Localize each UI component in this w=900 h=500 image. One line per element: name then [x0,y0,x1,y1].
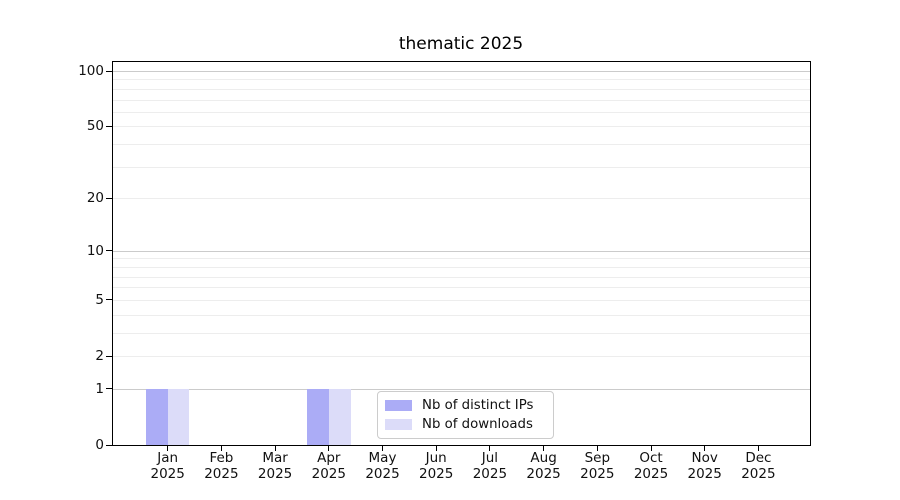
y-tick [106,444,112,446]
x-tick-label-apr: Apr 2025 [311,450,346,482]
legend-entry-distinct-ips: Nb of distinct IPs [385,396,547,415]
gridline-minor [113,166,810,168]
gridline-minor [113,287,810,289]
x-tick [543,445,545,451]
x-tick-label-nov: Nov 2025 [687,450,722,482]
gridline-minor [113,332,810,334]
x-tick [596,445,598,451]
y-tick [106,197,112,199]
x-tick-label-feb: Feb 2025 [204,450,239,482]
x-tick-label-mar: Mar 2025 [257,450,293,482]
gridline-minor [113,356,810,357]
x-tick-label-jun: Jun 2025 [419,450,454,482]
y-tick [106,125,112,127]
gridline-minor [113,198,810,200]
y-tick-label: 10 [86,242,104,259]
x-tick [704,445,706,451]
y-tick-label: 100 [78,63,104,79]
gridline-minor [113,258,810,260]
y-tick-label: 1 [95,380,104,397]
x-tick [382,445,383,451]
x-tick-label-dec: Dec 2025 [741,450,776,482]
gridline-minor [113,266,810,268]
bar-distinct-ips-apr [307,388,329,445]
y-tick-label: 5 [95,291,104,308]
legend: Nb of distinct IPs Nb of downloads [377,391,554,439]
gridline-minor [113,111,810,113]
legend-entry-downloads: Nb of downloads [385,415,547,434]
x-tick [757,445,759,451]
gridline-major [113,388,810,390]
chart-title: thematic 2025 [398,34,524,54]
legend-swatch-downloads [385,419,412,430]
x-tick [167,445,169,451]
y-tick [106,299,112,301]
x-tick [274,445,276,451]
x-tick-label-oct: Oct 2025 [633,450,669,482]
x-tick [650,445,652,451]
gridline-major [113,71,810,72]
y-tick-label: 2 [95,348,104,364]
gridline-minor [113,314,810,316]
bar-downloads-jan [167,388,190,445]
x-tick-label-may: May 2025 [365,450,400,482]
x-tick-label-sep: Sep 2025 [580,450,615,482]
y-tick [106,388,112,390]
legend-swatch-distinct-ips [385,400,412,411]
legend-label-distinct-ips: Nb of distinct IPs [422,398,534,413]
x-tick-label-jul: Jul 2025 [472,450,508,482]
y-tick [106,355,112,357]
gridline-minor [113,276,810,278]
x-tick-label-jan: Jan 2025 [150,450,185,482]
plot-area [112,61,811,446]
gridline-minor [113,299,810,301]
y-tick-label: 0 [95,437,104,453]
x-tick [435,445,437,451]
x-tick [489,445,491,451]
x-tick [328,445,330,451]
y-tick [106,70,112,72]
bar-downloads-apr [328,388,351,445]
y-tick-label: 20 [86,190,104,207]
gridline-minor [113,144,810,146]
gridline-major [113,250,810,252]
y-tick-label: 50 [86,118,104,135]
x-tick [220,445,222,451]
legend-label-downloads: Nb of downloads [422,417,533,432]
gridline-minor [113,79,810,81]
gridline-minor [113,88,810,90]
y-tick [106,250,112,252]
gridline-minor [113,99,810,101]
bar-distinct-ips-jan [145,388,168,445]
gridline-minor [113,126,810,128]
x-tick-label-aug: Aug 2025 [526,450,561,482]
